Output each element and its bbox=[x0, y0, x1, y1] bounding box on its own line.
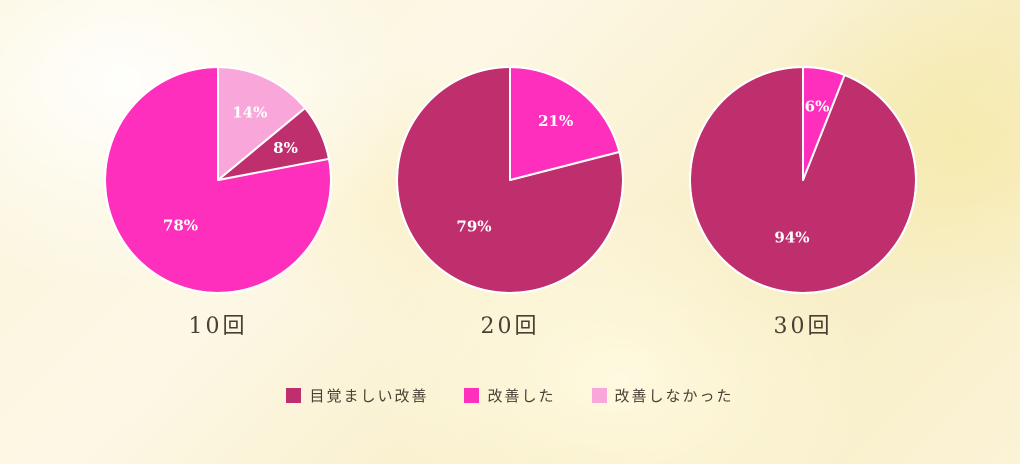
pie-outline bbox=[689, 66, 917, 294]
legend-swatch-remarkable bbox=[286, 388, 302, 403]
legend-label-remarkable: 目覚ましい改善 bbox=[309, 387, 429, 405]
pie-outline bbox=[104, 66, 332, 294]
pie-chart: 79% 21% bbox=[396, 66, 624, 294]
pie-title: 30回 bbox=[774, 314, 833, 339]
legend-swatch-improved bbox=[464, 388, 480, 403]
pie-chart: 94% 6% bbox=[689, 66, 917, 294]
slice-label: 94% bbox=[774, 229, 809, 247]
pie-title: 10回 bbox=[189, 314, 248, 339]
legend-swatch-not-improved bbox=[591, 388, 607, 403]
slice-label: 21% bbox=[538, 112, 573, 130]
slice-label: 8% bbox=[273, 139, 298, 157]
pie-outline bbox=[396, 66, 624, 294]
legend-item-improved: 改善した bbox=[464, 385, 555, 406]
slice-label: 78% bbox=[163, 216, 198, 234]
slice-label: 79% bbox=[456, 217, 491, 235]
legend-item-remarkable: 目覚ましい改善 bbox=[286, 385, 428, 406]
legend-label-improved: 改善した bbox=[487, 387, 556, 405]
pie-chart: 78% 8% 14% bbox=[104, 66, 332, 294]
slice-label: 14% bbox=[232, 104, 267, 122]
legend: 目覚ましい改善 改善した 改善しなかった bbox=[0, 385, 1020, 406]
pie-title: 20回 bbox=[481, 314, 540, 339]
legend-item-not-improved: 改善しなかった bbox=[591, 385, 734, 406]
slice-label: 6% bbox=[805, 98, 830, 116]
legend-label-not-improved: 改善しなかった bbox=[614, 387, 734, 405]
